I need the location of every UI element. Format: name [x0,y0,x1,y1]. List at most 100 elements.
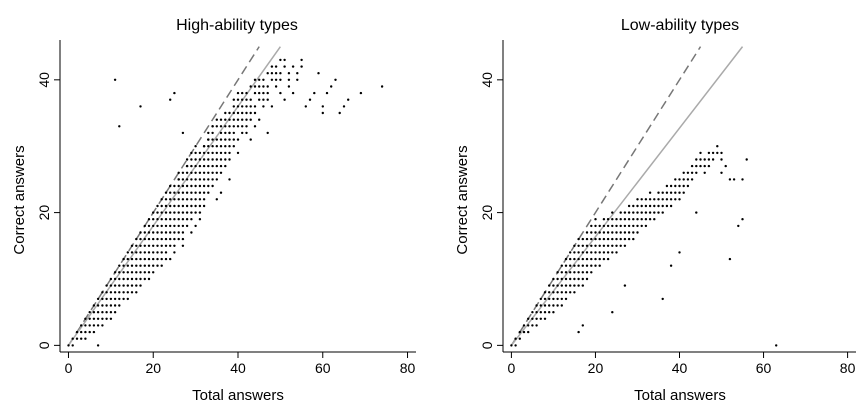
scatter-point [177,204,180,208]
scatter-point [527,330,530,334]
scatter-point [139,237,142,241]
scatter-point [518,337,521,340]
y-tick-label: 0 [479,341,495,349]
scatter-point [241,125,244,128]
scatter-point [118,125,121,128]
scatter-point [173,184,176,188]
scatter-point [232,111,235,115]
scatter-point [211,178,214,181]
scatter-point [573,244,576,247]
scatter-point [181,171,185,174]
scatter-point [711,158,715,161]
scatter-point [258,118,261,121]
scatter-point [627,224,631,228]
scatter-point [194,198,197,201]
scatter-point [585,277,589,281]
scatter-point [160,218,163,221]
scatter-point [126,291,129,294]
scatter-point [232,145,235,148]
scatter-point [232,138,235,141]
scatter-point [648,198,652,201]
scatter-point [615,237,618,241]
scatter-point [249,138,252,141]
scatter-point [177,198,180,201]
scatter-point [590,264,593,267]
scatter-point [224,131,227,135]
scatter-point [308,98,312,101]
scatter-point [531,311,534,314]
x-tick-label: 60 [756,360,772,376]
scatter-point [703,164,706,168]
solid-reference-line [510,46,744,346]
scatter-point [682,178,685,181]
scatter-point [207,164,210,168]
scatter-point [101,291,104,294]
scatter-point [287,85,291,88]
scatter-point [728,178,732,181]
scatter-point [194,171,197,174]
scatter-point [126,297,129,301]
scatter-point [135,257,138,261]
scatter-point [657,198,660,201]
scatter-point [139,251,142,254]
scatter-point [627,211,631,214]
scatter-point [274,85,278,88]
scatter-point [164,237,168,241]
scatter-point [602,224,606,228]
scatter-point [105,317,108,320]
scatter-point [96,317,100,320]
scatter-point [190,218,193,221]
scatter-point [514,337,517,340]
scatter-point [160,257,163,261]
scatter-point [564,277,568,281]
scatter-point [164,224,168,228]
scatter-point [253,111,257,115]
scatter-point [215,138,218,141]
scatter-point [130,284,134,287]
scatter-point [190,171,193,174]
x-tick-label: 20 [145,360,161,376]
y-ticks: 0 20 40 [479,72,503,349]
scatter-point [291,91,295,95]
scatter-point [122,271,125,274]
scatter-point [219,125,223,128]
scatter-point [598,244,601,247]
scatter-point [198,204,202,208]
scatter-point [270,72,274,75]
scatter-point [215,151,218,155]
scatter-point [135,291,138,294]
scatter-point [623,231,627,234]
scatter-point [258,98,261,101]
scatter-point [211,171,214,174]
scatter-point [581,237,584,241]
y-ticks: 0 20 40 [36,72,60,349]
scatter-point [173,191,176,194]
scatter-point [598,237,601,241]
scatter-point [152,257,155,261]
scatter-point [644,211,648,214]
scatter-point [101,324,104,327]
scatter-point [623,211,627,214]
scatter-point [130,257,134,261]
scatter-point [202,204,206,208]
scatter-point [661,191,664,194]
scatter-point [615,231,618,234]
scatter-point [695,158,698,161]
scatter-point [164,244,168,247]
scatter-point [211,125,214,128]
scatter-point [152,231,155,234]
scatter-point [109,284,113,287]
scatter-point [219,191,223,194]
x-axis-label: Total answers [192,387,284,404]
scatter-point [291,65,295,68]
scatter-point [585,251,589,254]
scatter-point [627,218,631,221]
scatter-point [300,58,303,62]
scatter-point [143,257,146,261]
scatter-point [147,271,151,274]
scatter-point [548,304,551,307]
scatter-point [665,204,669,208]
scatter-point [720,171,723,174]
scatter-point [173,231,176,234]
scatter-point [636,198,639,201]
